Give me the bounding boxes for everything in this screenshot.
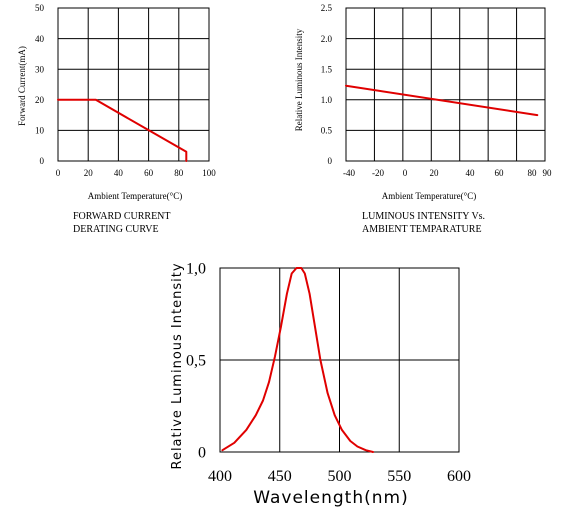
chart1-y-tick-label: 30 — [35, 64, 45, 74]
chart1-x-tick-label: 0 — [56, 168, 61, 178]
chart2-x-tick-label: -40 — [343, 168, 355, 178]
forward-current-derating-chart: 0 10 20 30 40 50 0 20 40 60 80 100 — [35, 3, 216, 178]
chart1-series-line — [57, 98, 188, 162]
chart1-y-tick-label: 10 — [35, 126, 45, 136]
chart3-series-line — [221, 267, 374, 453]
chart3-ylabel: Relative Luminous Intensity — [170, 262, 185, 469]
chart2-y-tick-label: 1.5 — [321, 64, 333, 74]
chart1-x-tick-label: 20 — [84, 168, 94, 178]
chart2-series-line — [345, 84, 539, 117]
chart2-caption-line1: LUMINOUS INTENSITY Vs. — [362, 211, 486, 222]
chart3-x-tick-label: 450 — [268, 468, 292, 485]
chart3-y-tick-label: 1,0 — [186, 261, 206, 278]
chart2-y-tick-label: 1.0 — [321, 95, 333, 105]
chart1-x-tick-label: 40 — [114, 168, 124, 178]
chart1-ylabel: Forward Current(mA) — [17, 46, 27, 126]
chart2-y-tick-label: 2.0 — [321, 34, 333, 44]
chart2-caption-line2: AMBIENT TEMPARATURE — [362, 224, 482, 235]
chart1-x-tick-label: 80 — [174, 168, 184, 178]
chart2-y-tick-label: 2.5 — [321, 3, 333, 13]
chart1-plot-frame — [57, 7, 210, 162]
chart1-caption: FORWARD CURRENT DERATING CURVE — [73, 210, 171, 236]
chart1-x-tick-label: 60 — [144, 168, 154, 178]
chart2-x-tick-label: 60 — [495, 168, 505, 178]
chart2-x-tick-label: 0 — [403, 168, 408, 178]
chart2-y-tick-label: 0 — [328, 156, 333, 166]
luminous-intensity-vs-temperature-chart: 0 0.5 1.0 1.5 2.0 2.5 -40 -20 0 20 40 60 80 90 — [321, 3, 552, 178]
chart2-x-tick-label: 80 — [528, 168, 538, 178]
chart2-ylabel: Relative Luminous Intensity — [294, 28, 304, 131]
chart1-xlabel: Ambient Temperature(°C) — [88, 191, 183, 201]
chart3-plot-frame — [219, 267, 460, 453]
chart3-y-tick-label: 0 — [198, 445, 206, 462]
chart1-caption-line2: DERATING CURVE — [73, 224, 159, 235]
chart2-x-tick-label: 90 — [543, 168, 553, 178]
chart2-xlabel: Ambient Temperature(°C) — [382, 191, 477, 201]
chart2-y-tick-label: 0.5 — [321, 126, 333, 136]
chart2-plot-frame — [345, 7, 546, 162]
chart2-x-tick-label: 20 — [430, 168, 440, 178]
chart2-x-tick-label: 40 — [466, 168, 476, 178]
spectral-distribution-chart: 0 0,5 1,0 400 450 500 550 600 — [186, 261, 471, 485]
chart3-x-tick-label: 500 — [328, 468, 352, 485]
chart3-x-tick-label: 550 — [387, 468, 411, 485]
chart1-y-tick-label: 20 — [35, 95, 45, 105]
chart1-y-tick-label: 40 — [35, 34, 45, 44]
chart1-caption-line1: FORWARD CURRENT — [73, 211, 171, 222]
chart3-xlabel: Wavelength(nm) — [253, 488, 408, 508]
chart1-y-tick-label: 50 — [35, 3, 45, 13]
chart2-x-tick-label: -20 — [372, 168, 384, 178]
chart1-y-tick-label: 0 — [40, 156, 45, 166]
chart2-caption: LUMINOUS INTENSITY Vs. AMBIENT TEMPARATU… — [362, 210, 485, 236]
chart3-x-tick-label: 600 — [447, 468, 471, 485]
chart3-x-tick-label: 400 — [208, 468, 232, 485]
chart3-y-tick-label: 0,5 — [186, 353, 206, 370]
chart1-x-tick-label: 100 — [202, 168, 216, 178]
